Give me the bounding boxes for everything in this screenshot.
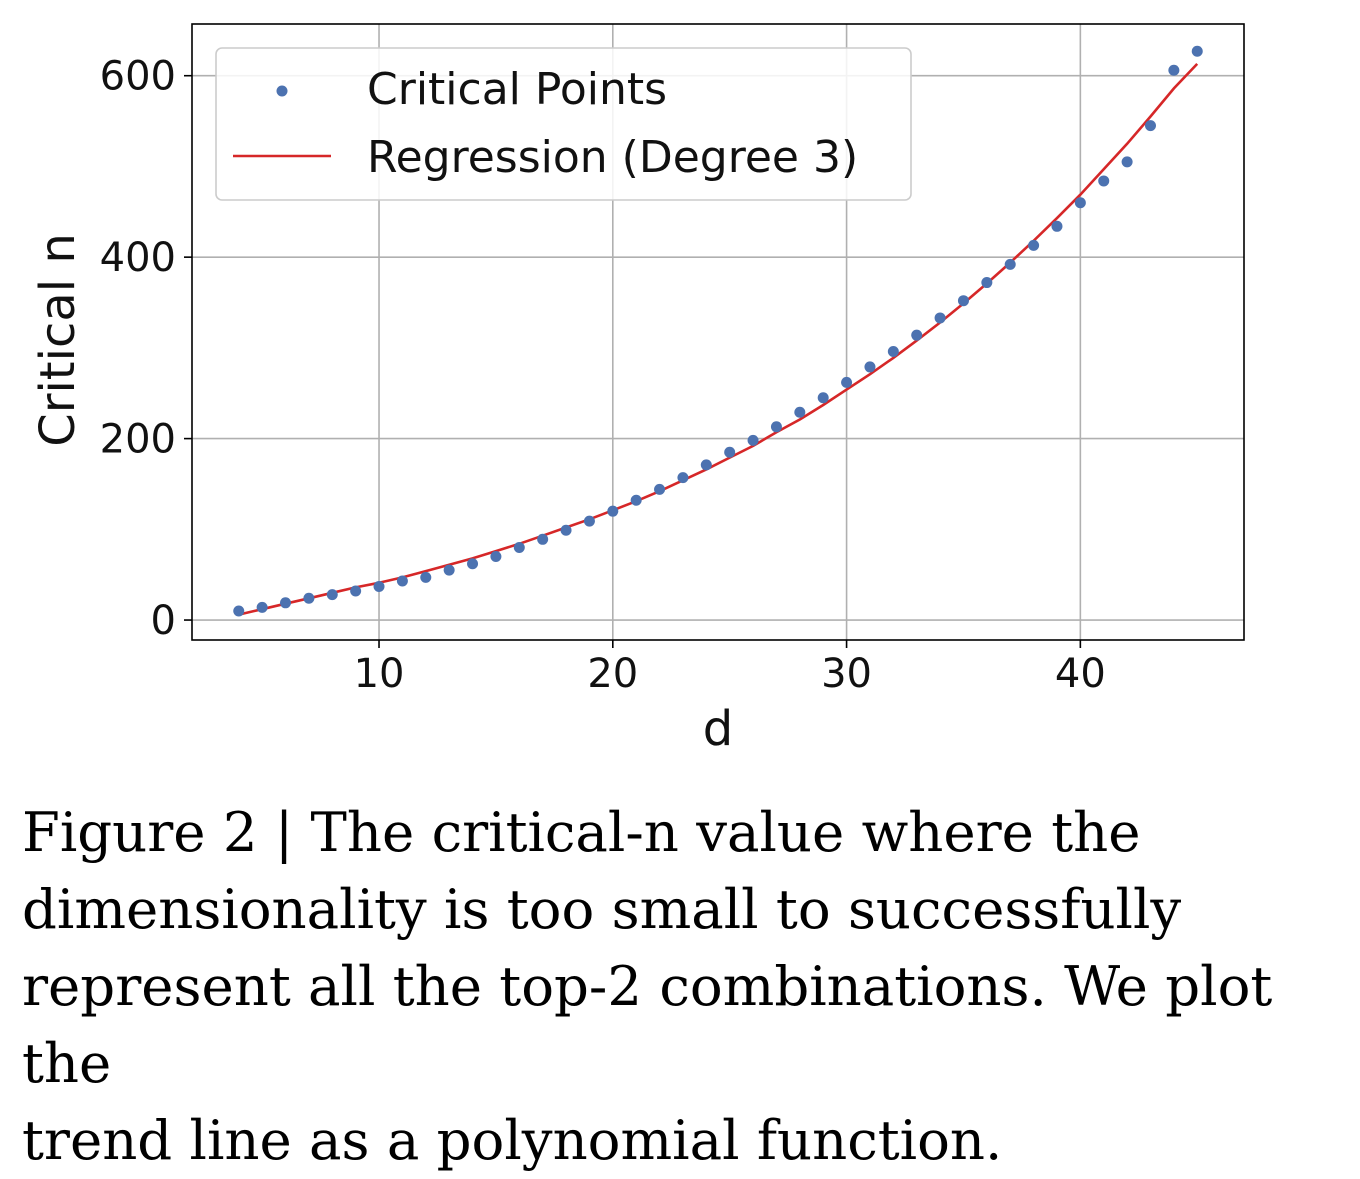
critical-point (1028, 239, 1040, 251)
critical-point (911, 329, 923, 341)
critical-point (934, 312, 946, 324)
y-tick-label: 600 (100, 54, 176, 100)
critical-point (864, 361, 876, 373)
x-tick-label: 40 (1055, 651, 1106, 697)
x-tick-label: 10 (354, 651, 405, 697)
caption-line: trend line as a polynomial function. (22, 1108, 1003, 1172)
critical-point (677, 472, 689, 484)
critical-point (420, 571, 432, 583)
critical-point (770, 421, 782, 433)
critical-point (1074, 197, 1086, 209)
plot-frame (191, 23, 1245, 641)
critical-point (654, 483, 666, 495)
critical-point (794, 406, 806, 418)
y-axis-label: Critical n (30, 233, 86, 447)
critical-point (513, 541, 525, 553)
legend-label-regression: Regression (Degree 3) (367, 132, 858, 183)
critical-point (1121, 156, 1133, 168)
x-tick-label: 30 (821, 651, 872, 697)
critical-point (1191, 45, 1203, 57)
x-axis-label: d (703, 701, 733, 757)
critical-point (583, 515, 595, 527)
x-tick-label: 20 (587, 651, 638, 697)
critical-point (326, 589, 338, 601)
critical-point (396, 575, 408, 587)
critical-point (747, 434, 759, 446)
critical-point (537, 533, 549, 545)
y-tick-label: 0 (151, 598, 176, 644)
legend-marker-critical-points (276, 85, 288, 97)
legend-label-critical-points: Critical Points (367, 64, 667, 115)
y-tick-label: 200 (100, 417, 176, 463)
critical-point (700, 459, 712, 471)
critical-point (350, 585, 362, 597)
critical-point (443, 564, 455, 576)
legend-box (215, 47, 912, 201)
plot-area (233, 45, 1203, 617)
critical-point (233, 605, 245, 617)
critical-point (373, 580, 385, 592)
critical-point (1168, 64, 1180, 76)
critical-point (1144, 120, 1156, 132)
critical-point (887, 346, 899, 358)
critical-point (630, 494, 642, 506)
critical-point (490, 551, 502, 563)
critical-point (467, 558, 479, 570)
critical-point (1098, 175, 1110, 187)
critical-point (957, 295, 969, 307)
legend: Critical Points Regression (Degree 3) (215, 47, 912, 201)
critical-point (280, 597, 292, 609)
critical-point (303, 592, 315, 604)
y-tick-label: 400 (100, 235, 176, 281)
critical-point (1004, 258, 1016, 270)
critical-point (724, 446, 736, 458)
critical-point (841, 376, 853, 388)
figure-caption: Figure 2 | The critical-n value where th… (22, 794, 1358, 1179)
critical-point (607, 505, 619, 517)
critical-point (981, 277, 993, 289)
critical-point (256, 601, 268, 613)
critical-point (817, 392, 829, 404)
caption-line: Figure 2 | The critical-n value where th… (22, 800, 1141, 864)
critical-point (1051, 220, 1063, 232)
critical-point (560, 524, 572, 536)
caption-line: represent all the top-2 combinations. We… (22, 954, 1273, 1095)
caption-line: dimensionality is too small to successfu… (22, 877, 1182, 941)
